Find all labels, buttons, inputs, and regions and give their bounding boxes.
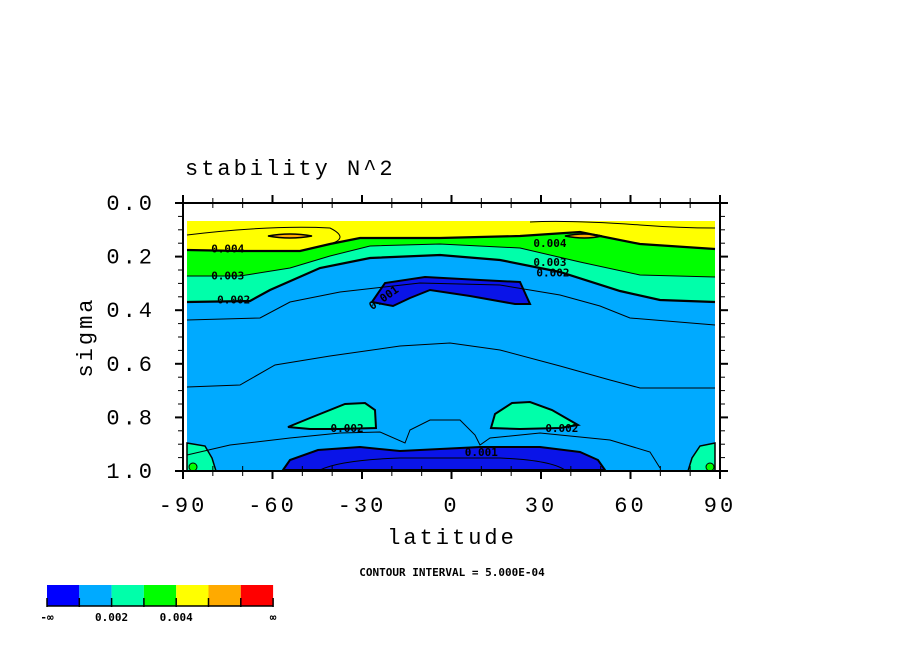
region-teal-left-blob [287, 401, 378, 430]
contour-line-inner-bottom [319, 457, 566, 471]
contour-line [186, 342, 715, 389]
colorbar-swatch [143, 585, 177, 606]
y-tick-label: 0.6 [106, 353, 155, 378]
x-tick-label: 30 [525, 494, 557, 519]
colorbar-swatch [176, 585, 209, 606]
colorbar: -∞ 0.002 0.004 ∞ [40, 585, 277, 624]
colorbar-label: 0.004 [160, 611, 193, 624]
y-tick-label: 0.0 [106, 192, 155, 217]
y-tick-label: 0.4 [106, 299, 155, 324]
colorbar-swatch [208, 585, 241, 606]
y-tick-label: 0.8 [106, 406, 155, 431]
contour-line [186, 419, 661, 469]
contour-line-thick [186, 253, 716, 304]
y-tick-labels: 0.0 0.2 0.4 0.6 0.8 1.0 [106, 192, 155, 485]
region-yellow [187, 221, 715, 251]
colorbar-swatch [47, 585, 80, 606]
axis-ticks [175, 195, 728, 479]
contour-interval-text: CONTOUR INTERVAL = 5.000E-04 [359, 566, 545, 579]
colorbar-label: ∞ [270, 611, 277, 624]
chart-title: stability N^2 [185, 157, 396, 182]
y-tick-label: 1.0 [106, 460, 155, 485]
contour-label: 0.001 [465, 446, 498, 459]
region-orange-left [267, 233, 313, 239]
x-tick-label: 90 [704, 494, 736, 519]
contour-line [186, 220, 716, 245]
contour-label: 0.003 [533, 256, 566, 269]
corner-green-left [188, 462, 198, 472]
x-tick-labels: -90 -60 -30 0 30 60 90 [159, 494, 736, 519]
contour-label: 0.002 [545, 422, 578, 435]
colorbar-swatch [79, 585, 112, 606]
contour-label: 0.002 [217, 293, 250, 306]
y-axis-label: sigma [74, 296, 99, 377]
contour-label: 0.004 [211, 243, 244, 256]
x-tick-label: -90 [159, 494, 208, 519]
x-tick-label: -60 [248, 494, 297, 519]
contour-line-thick [186, 230, 716, 253]
contour-label: 0.002 [331, 422, 364, 435]
x-axis-label: latitude [387, 526, 517, 551]
x-tick-label: -30 [338, 494, 387, 519]
contour-label: 0.004 [533, 237, 566, 250]
colorbar-label: 0.002 [95, 611, 128, 624]
x-tick-label: 60 [614, 494, 646, 519]
corner-green-right [705, 462, 715, 472]
region-green [187, 232, 715, 277]
colorbar-swatch [111, 585, 144, 606]
x-tick-label: 0 [443, 494, 459, 519]
contour-line [186, 282, 716, 326]
contour-label: 0.003 [211, 269, 244, 282]
colorbar-label: -∞ [40, 611, 54, 624]
colorbar-swatch [240, 585, 274, 606]
y-tick-label: 0.2 [106, 246, 155, 271]
contour-line [187, 243, 716, 278]
contour-label: 0.002 [536, 267, 569, 280]
region-teal-right-blob [489, 400, 581, 431]
